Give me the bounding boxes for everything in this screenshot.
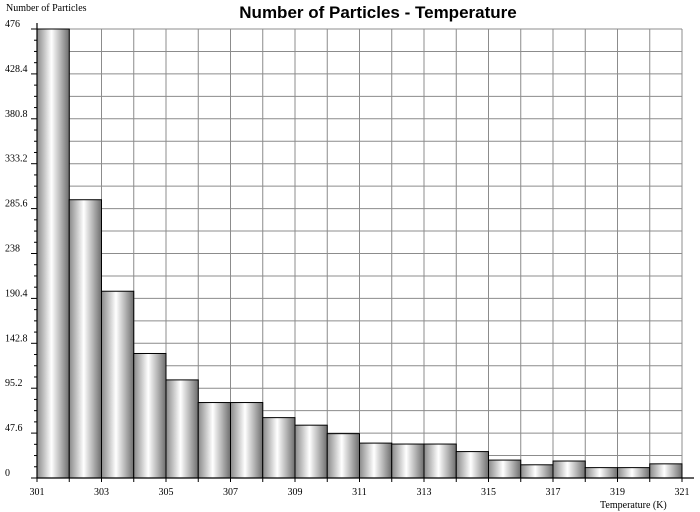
bar-310 <box>326 433 360 479</box>
x-tick-label: 309 <box>288 487 303 498</box>
axes <box>31 23 694 482</box>
chart-title: Number of Particles - Temperature <box>239 3 516 22</box>
y-tick-label: 428.4 <box>5 64 28 75</box>
bar-301 <box>36 28 70 479</box>
bar-306 <box>197 402 231 479</box>
bar-311 <box>359 442 393 479</box>
bar-309 <box>294 424 328 479</box>
x-tick-labels: 301 303 305 307 309 311 313 315 317 319 321 <box>30 487 690 498</box>
grid <box>36 28 683 479</box>
bar-312 <box>391 443 425 479</box>
x-tick-label: 311 <box>352 487 367 498</box>
y-tick-label: 95.2 <box>5 378 23 389</box>
x-axis-label: Temperature (K) <box>600 500 667 511</box>
x-tick-label: 321 <box>675 487 690 498</box>
y-tick-labels: 0 47.6 95.2 142.8 190.4 238 285.6 333.2 380.8 428… <box>5 19 28 479</box>
y-tick-label: 0 <box>5 468 10 479</box>
y-tick-label: 380.8 <box>5 109 28 120</box>
bar-315 <box>488 459 522 479</box>
bar-307 <box>230 402 264 479</box>
bar-319 <box>617 467 651 479</box>
y-tick-label: 142.8 <box>5 333 28 344</box>
bar-318 <box>584 467 618 479</box>
y-tick-label: 333.2 <box>5 154 28 165</box>
bar-316 <box>520 464 554 479</box>
y-axis-label: Number of Particles <box>6 3 87 14</box>
bar-304 <box>133 352 167 479</box>
bar-317 <box>552 460 586 479</box>
x-tick-label: 317 <box>546 487 561 498</box>
x-tick-label: 315 <box>481 487 496 498</box>
bar-320 <box>649 463 683 479</box>
y-tick-label: 47.6 <box>5 423 23 434</box>
bar-313 <box>423 443 457 479</box>
x-tick-label: 301 <box>30 487 45 498</box>
y-tick-label: 238 <box>5 244 20 255</box>
x-tick-label: 313 <box>417 487 432 498</box>
y-tick-label: 285.6 <box>5 199 28 210</box>
bar-314 <box>455 451 489 479</box>
bars <box>36 28 683 479</box>
bar-303 <box>101 290 135 479</box>
bar-305 <box>165 379 199 479</box>
y-tick-label: 190.4 <box>5 288 28 299</box>
x-tick-label: 307 <box>223 487 238 498</box>
y-tick-label: 476 <box>5 19 20 30</box>
x-tick-label: 303 <box>94 487 109 498</box>
x-tick-label: 305 <box>159 487 174 498</box>
bar-308 <box>262 417 296 479</box>
x-tick-label: 319 <box>610 487 625 498</box>
bar-302 <box>68 199 102 479</box>
